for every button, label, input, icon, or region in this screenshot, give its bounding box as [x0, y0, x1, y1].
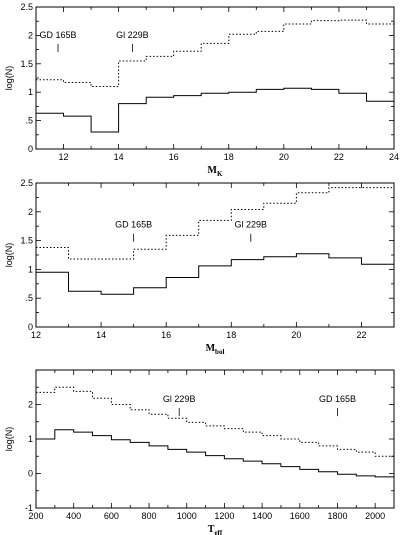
x-tick-label: 20	[279, 152, 289, 162]
annotation-label: GD 165B	[40, 30, 77, 40]
x-tick-label: 18	[226, 330, 236, 340]
histogram-dotted	[36, 187, 394, 260]
x-tick-label: 1400	[252, 511, 272, 521]
x-tick-label: 12	[31, 330, 41, 340]
annotation-label: Gl 229B	[163, 394, 196, 404]
y-tick-label: 1.5	[20, 236, 33, 246]
plot-frame	[35, 6, 395, 150]
y-axis-label: log(N)	[4, 427, 14, 452]
y-tick-label: 1	[28, 434, 33, 444]
histogram-solid	[36, 253, 394, 295]
x-tick-label: 1000	[177, 511, 197, 521]
x-tick-label: 24	[389, 152, 399, 162]
y-tick-label: 2.5	[20, 178, 33, 188]
y-tick-label: 1.5	[20, 59, 33, 69]
panel-mk: 12 14 16 18 20 22 24 0 .5 1 1.5 2 2.5 log(N) MK GD 165B…	[4, 2, 399, 178]
x-tick-label: 22	[356, 330, 366, 340]
x-tick-label: 800	[142, 511, 157, 521]
panel-teff: 200 400 600 800 1000 1200 1400 1600 1800 2000 -1 0 1…	[4, 369, 395, 535]
y-tick-label: 0	[28, 144, 33, 154]
panel-mbol: 12 14 16 18 20 22 0 .5 1 1.5 2 2.5 log(N) Mbol GD 165B…	[4, 178, 395, 356]
y-axis-label: log(N)	[4, 243, 14, 268]
x-tick-label: 18	[224, 152, 234, 162]
y-axis-label: log(N)	[4, 66, 14, 91]
y-tick-label: .5	[25, 116, 33, 126]
histogram-solid	[36, 87, 394, 133]
x-tick-label: 14	[114, 152, 124, 162]
x-tick-label: 600	[104, 511, 119, 521]
y-tick-label: 2.5	[20, 2, 33, 12]
x-tick-label: 16	[169, 152, 179, 162]
y-tick-label: 0	[28, 469, 33, 479]
y-tick-label: .5	[25, 293, 33, 303]
y-tick-label: 1	[28, 87, 33, 97]
histogram-solid	[36, 429, 394, 478]
annotation-label: Gl 229B	[116, 30, 149, 40]
x-tick-label: 12	[59, 152, 69, 162]
x-tick-label: 14	[96, 330, 106, 340]
y-tick-label: 0	[28, 322, 33, 332]
x-tick-label: 22	[334, 152, 344, 162]
x-tick-label: 1600	[290, 511, 310, 521]
x-tick-label: 1800	[327, 511, 347, 521]
x-tick-label: 16	[161, 330, 171, 340]
plot-frame	[35, 182, 395, 328]
annotation-label: Gl 229B	[235, 220, 268, 230]
x-tick-label: 400	[66, 511, 81, 521]
y-tick-label: 1	[28, 264, 33, 274]
y-tick-label: 2	[28, 30, 33, 40]
x-tick-label: 20	[291, 330, 301, 340]
x-tick-label: 1200	[214, 511, 234, 521]
x-tick-label: 2000	[365, 511, 385, 521]
y-tick-label: 2	[28, 207, 33, 217]
plot-frame	[35, 369, 395, 509]
x-axis-label: Teff	[208, 524, 223, 535]
annotation-label: GD 165B	[319, 394, 356, 404]
annotation-label: GD 165B	[115, 220, 152, 230]
histogram-dotted	[36, 19, 394, 87]
y-tick-label: -1	[25, 503, 33, 513]
x-axis-label: Mbol	[206, 343, 225, 356]
x-axis-label: MK	[208, 165, 223, 178]
x-tick-label: 200	[28, 511, 43, 521]
y-tick-label: 2	[28, 400, 33, 410]
